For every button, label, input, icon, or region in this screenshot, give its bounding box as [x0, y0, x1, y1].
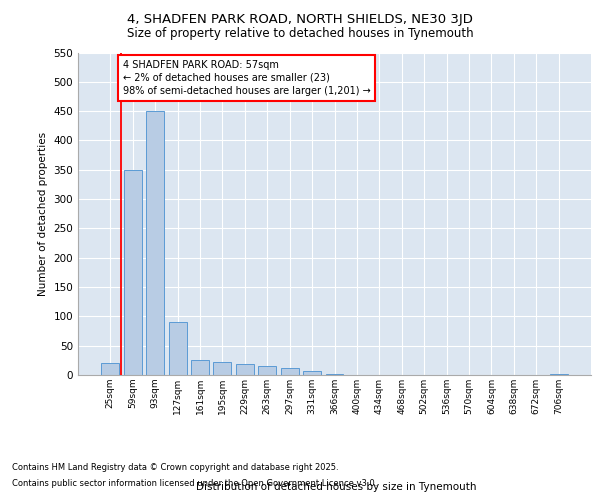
Text: 4, SHADFEN PARK ROAD, NORTH SHIELDS, NE30 3JD: 4, SHADFEN PARK ROAD, NORTH SHIELDS, NE3… — [127, 12, 473, 26]
Bar — [124, 170, 142, 375]
Bar — [550, 374, 568, 375]
Bar — [258, 366, 276, 375]
Text: Contains HM Land Registry data © Crown copyright and database right 2025.: Contains HM Land Registry data © Crown c… — [12, 464, 338, 472]
Text: Size of property relative to detached houses in Tynemouth: Size of property relative to detached ho… — [127, 28, 473, 40]
Bar — [236, 364, 254, 375]
Bar — [169, 322, 187, 375]
Bar — [326, 374, 343, 375]
Bar — [303, 371, 321, 375]
Bar — [191, 360, 209, 375]
Text: 4 SHADFEN PARK ROAD: 57sqm
← 2% of detached houses are smaller (23)
98% of semi-: 4 SHADFEN PARK ROAD: 57sqm ← 2% of detac… — [122, 60, 370, 96]
Bar — [214, 362, 232, 375]
Text: Distribution of detached houses by size in Tynemouth: Distribution of detached houses by size … — [196, 482, 476, 492]
Bar — [101, 364, 119, 375]
Text: Contains public sector information licensed under the Open Government Licence v3: Contains public sector information licen… — [12, 478, 377, 488]
Bar — [146, 111, 164, 375]
Y-axis label: Number of detached properties: Number of detached properties — [38, 132, 48, 296]
Bar — [281, 368, 299, 375]
